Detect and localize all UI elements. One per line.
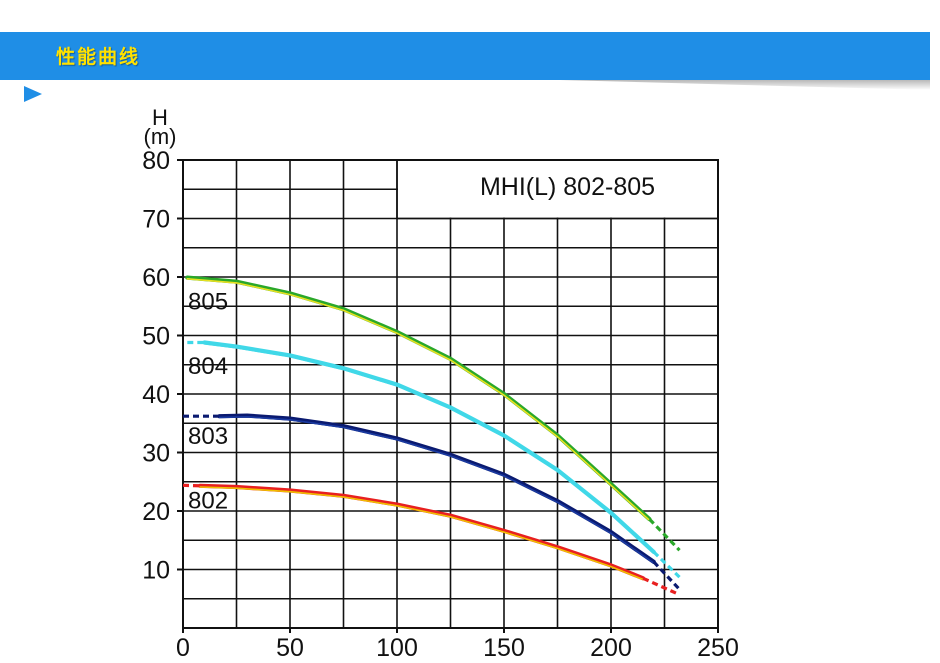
x-tick-label: 100	[376, 634, 418, 662]
grid	[183, 160, 718, 628]
x-tick-label: 150	[483, 634, 525, 662]
y-tick-label: 60	[142, 264, 170, 292]
banner-shadow	[560, 80, 930, 90]
x-tick-label: 0	[176, 634, 190, 662]
series-line-803	[217, 413, 656, 564]
section-banner	[0, 32, 930, 80]
triangle-pointer-icon	[24, 86, 42, 102]
series-dashed-803	[652, 560, 681, 591]
series-line-highlight-803	[218, 416, 655, 564]
series-dashed-804	[652, 550, 681, 579]
x-tick-label: 200	[590, 634, 632, 662]
x-tick-label: 50	[276, 634, 304, 662]
chart-title: MHI(L) 802-805	[480, 173, 655, 201]
y-axis-unit: (m)	[144, 124, 177, 149]
y-tick-label: 20	[142, 498, 170, 526]
series-line-805	[185, 275, 652, 522]
series-line-804	[202, 340, 656, 555]
series-label-803: 803	[188, 423, 228, 450]
series-803: 803	[183, 413, 681, 591]
y-tick-label: 50	[142, 323, 170, 351]
series-line-highlight-804	[203, 342, 655, 555]
y-tick-label: 30	[142, 440, 170, 468]
series-line-highlight-805	[186, 278, 651, 522]
series-line-802	[198, 483, 646, 581]
section-title: 性能曲线	[56, 46, 141, 68]
series-dashed-802	[642, 576, 681, 597]
y-tick-label: 40	[142, 381, 170, 409]
y-tick-label: 70	[142, 206, 170, 234]
series-805: 805	[185, 275, 681, 552]
y-tick-label: 10	[142, 557, 170, 585]
series-802: 802	[182, 483, 681, 597]
series-label-804: 804	[188, 353, 228, 380]
series-dashed-802	[182, 483, 201, 488]
series-dashed-805	[648, 518, 681, 552]
y-axis-symbol: H	[152, 105, 168, 130]
title-box	[398, 161, 717, 218]
series-804: 804	[187, 340, 681, 579]
y-tick-label: 80	[142, 147, 170, 175]
series-label-802: 802	[188, 487, 228, 514]
x-tick-label: 250	[697, 634, 739, 662]
series-line-highlight-802	[199, 486, 644, 581]
series-label-805: 805	[188, 288, 228, 315]
